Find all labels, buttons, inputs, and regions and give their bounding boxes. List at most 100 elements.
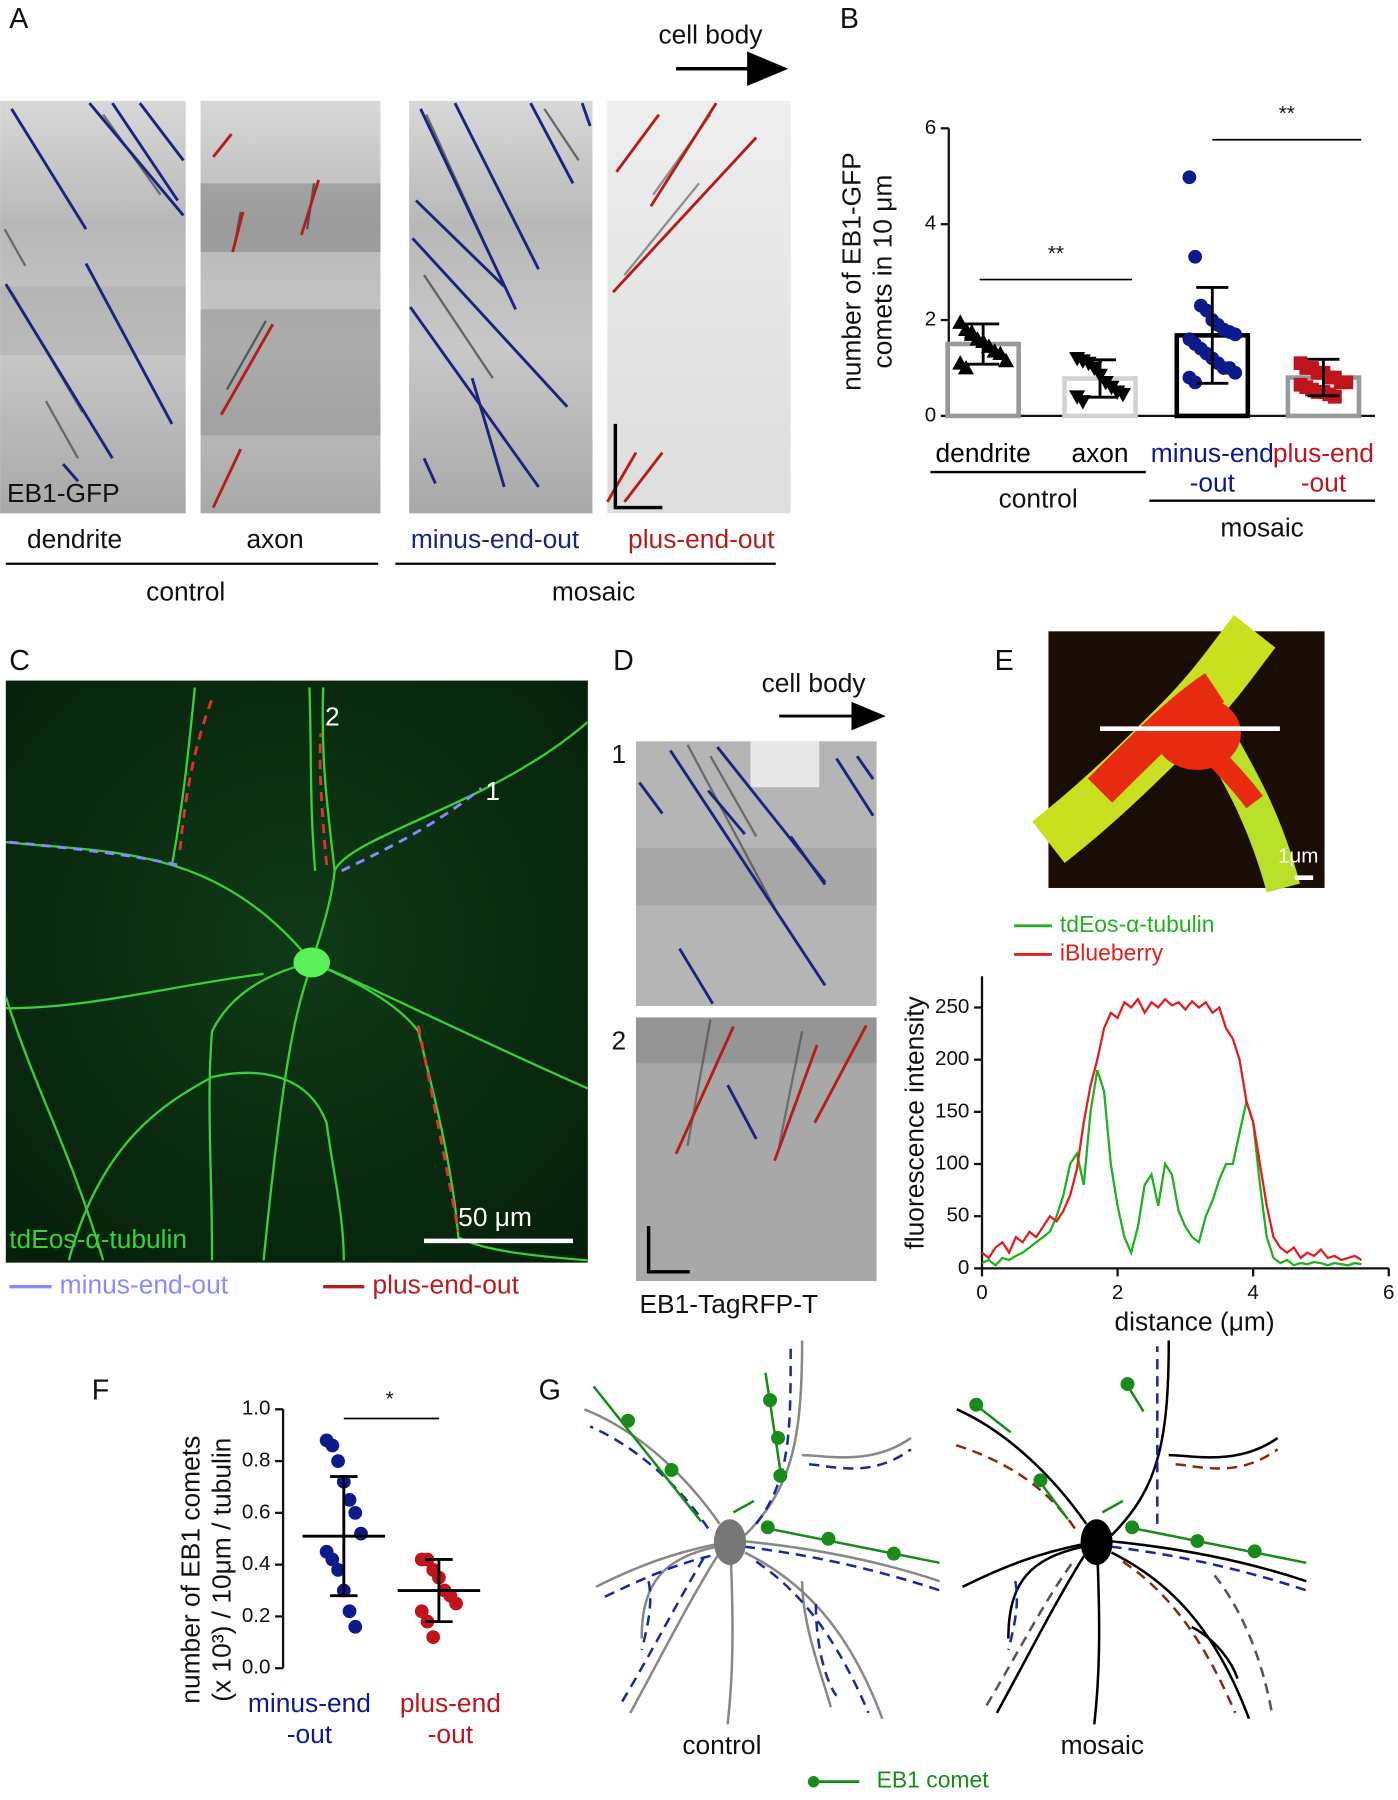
data-point: [325, 1552, 340, 1567]
data-point: [1074, 395, 1091, 410]
cell-body: [293, 947, 331, 978]
x-axis-label: distance (μm): [1114, 1306, 1274, 1336]
data-point: [449, 1596, 463, 1611]
x-tick-label: plus-end: [400, 1688, 501, 1718]
condition-label: mosaic: [1061, 1730, 1144, 1760]
row-label: 1: [611, 739, 626, 769]
legend-label: EB1 comet: [877, 1767, 990, 1793]
y-tick-label: 0.4: [242, 1552, 271, 1575]
stain-label: EB1-GFP: [7, 478, 120, 508]
data-point: [414, 1604, 429, 1619]
data-point: [331, 1454, 345, 1468]
x-tick-label: 2: [1112, 1281, 1123, 1304]
condition-label: control: [682, 1730, 761, 1760]
group-label: mosaic: [1220, 512, 1303, 542]
x-tick-label: 0: [976, 1281, 987, 1304]
y-tick-label: 100: [935, 1151, 969, 1174]
row-label: 2: [611, 1026, 626, 1056]
y-axis-label: number of EB1 comets: [176, 1436, 206, 1704]
x-tick-label: 6: [1383, 1281, 1394, 1304]
legend-label: iBlueberry: [1060, 939, 1164, 965]
panel-label: E: [995, 645, 1014, 677]
significance-label: *: [386, 1388, 394, 1411]
legend-swatch: [807, 1775, 820, 1788]
significance-label: **: [1048, 242, 1064, 265]
dashed-trace: [318, 733, 329, 866]
x-tick-label: plus-end: [1273, 438, 1374, 468]
neurite-label: 1: [485, 776, 500, 806]
y-tick-label: 50: [946, 1204, 969, 1227]
y-axis-label: (x 10³) / 10μm / tubulin: [206, 1438, 236, 1702]
panel-label: F: [92, 1375, 110, 1407]
kymograph: EB1-GFP: [0, 100, 186, 514]
data-point: [348, 1505, 363, 1520]
panel-label: C: [9, 645, 30, 677]
data-point: [1228, 327, 1243, 342]
dashed-trace: [340, 787, 483, 873]
kymograph: [635, 1017, 877, 1281]
x-tick-label: -out: [287, 1719, 333, 1749]
panel-e-image: 1μm: [1032, 614, 1325, 893]
direction-label: cell body: [658, 20, 763, 50]
lane-label: axon: [246, 524, 303, 554]
y-tick-label: 1.0: [242, 1397, 271, 1420]
y-tick-label: 0.0: [242, 1656, 271, 1679]
data-point: [325, 1438, 340, 1453]
lane-label: dendrite: [27, 524, 122, 554]
data-point: [342, 1604, 357, 1619]
x-tick-label: axon: [1071, 438, 1128, 468]
y-tick-label: 4: [925, 212, 936, 235]
y-tick-label: 200: [935, 1047, 969, 1070]
y-tick-label: 0.2: [242, 1604, 271, 1627]
x-tick-label: 4: [1247, 1281, 1258, 1304]
scale-label: 50 μm: [458, 1202, 532, 1232]
x-tick-label: -out: [1190, 468, 1236, 498]
data-point: [1188, 249, 1202, 264]
direction-label: cell body: [762, 668, 867, 698]
micrograph: [5, 680, 588, 1263]
y-tick-label: 0: [925, 403, 936, 426]
data-point: [426, 1630, 441, 1645]
data-point: [1182, 170, 1197, 185]
y-tick-label: 150: [935, 1099, 969, 1122]
legend-label: tdEos-α-tubulin: [1060, 911, 1215, 937]
x-tick-label: minus-end: [248, 1688, 371, 1718]
scale-bar: [646, 1225, 690, 1274]
y-tick-label: 0.8: [242, 1449, 271, 1472]
panel-g-diagram: [583, 1340, 1307, 1725]
data-point: [331, 1562, 345, 1577]
kymograph: [635, 741, 877, 1006]
panel-d: cell body 1 2 EB1-TagRFP-T: [611, 668, 886, 1319]
stain-label: EB1-TagRFP-T: [639, 1289, 818, 1319]
data-point: [342, 1493, 357, 1507]
lane-label: minus-end-out: [411, 524, 580, 554]
data-point: [1114, 387, 1131, 403]
y-tick-label: 0: [958, 1256, 969, 1279]
kymograph: [200, 100, 381, 514]
x-tick-label: -out: [428, 1719, 474, 1749]
data-point: [354, 1526, 368, 1541]
data-point: [957, 359, 974, 375]
group-label: control: [146, 576, 225, 606]
y-tick-label: 250: [935, 995, 969, 1018]
y-axis-label: fluorescence intensity: [900, 995, 930, 1249]
lane-label: plus-end-out: [628, 524, 775, 554]
x-tick-label: minus-end: [1151, 438, 1274, 468]
group-label: control: [999, 484, 1078, 514]
kymograph: [409, 100, 593, 514]
data-point: [1188, 375, 1202, 390]
line-series: [981, 1069, 1362, 1267]
y-axis-label: number of EB1-GFP: [837, 152, 867, 391]
y-axis-label: comets in 10 μm: [868, 175, 898, 369]
legend-label: plus-end-out: [372, 1270, 519, 1300]
panel-c: 2 1 tdEos-α-tubulin 50 μm minus-end-out …: [4, 680, 589, 1300]
data-point: [998, 352, 1015, 368]
scale-bar: [613, 423, 663, 510]
panel-label: B: [840, 3, 859, 35]
kymograph: [606, 100, 791, 514]
scale-label: 1μm: [1278, 844, 1319, 867]
dashed-trace: [9, 840, 178, 867]
data-point: [1339, 375, 1354, 390]
y-tick-label: 0.6: [242, 1500, 271, 1523]
